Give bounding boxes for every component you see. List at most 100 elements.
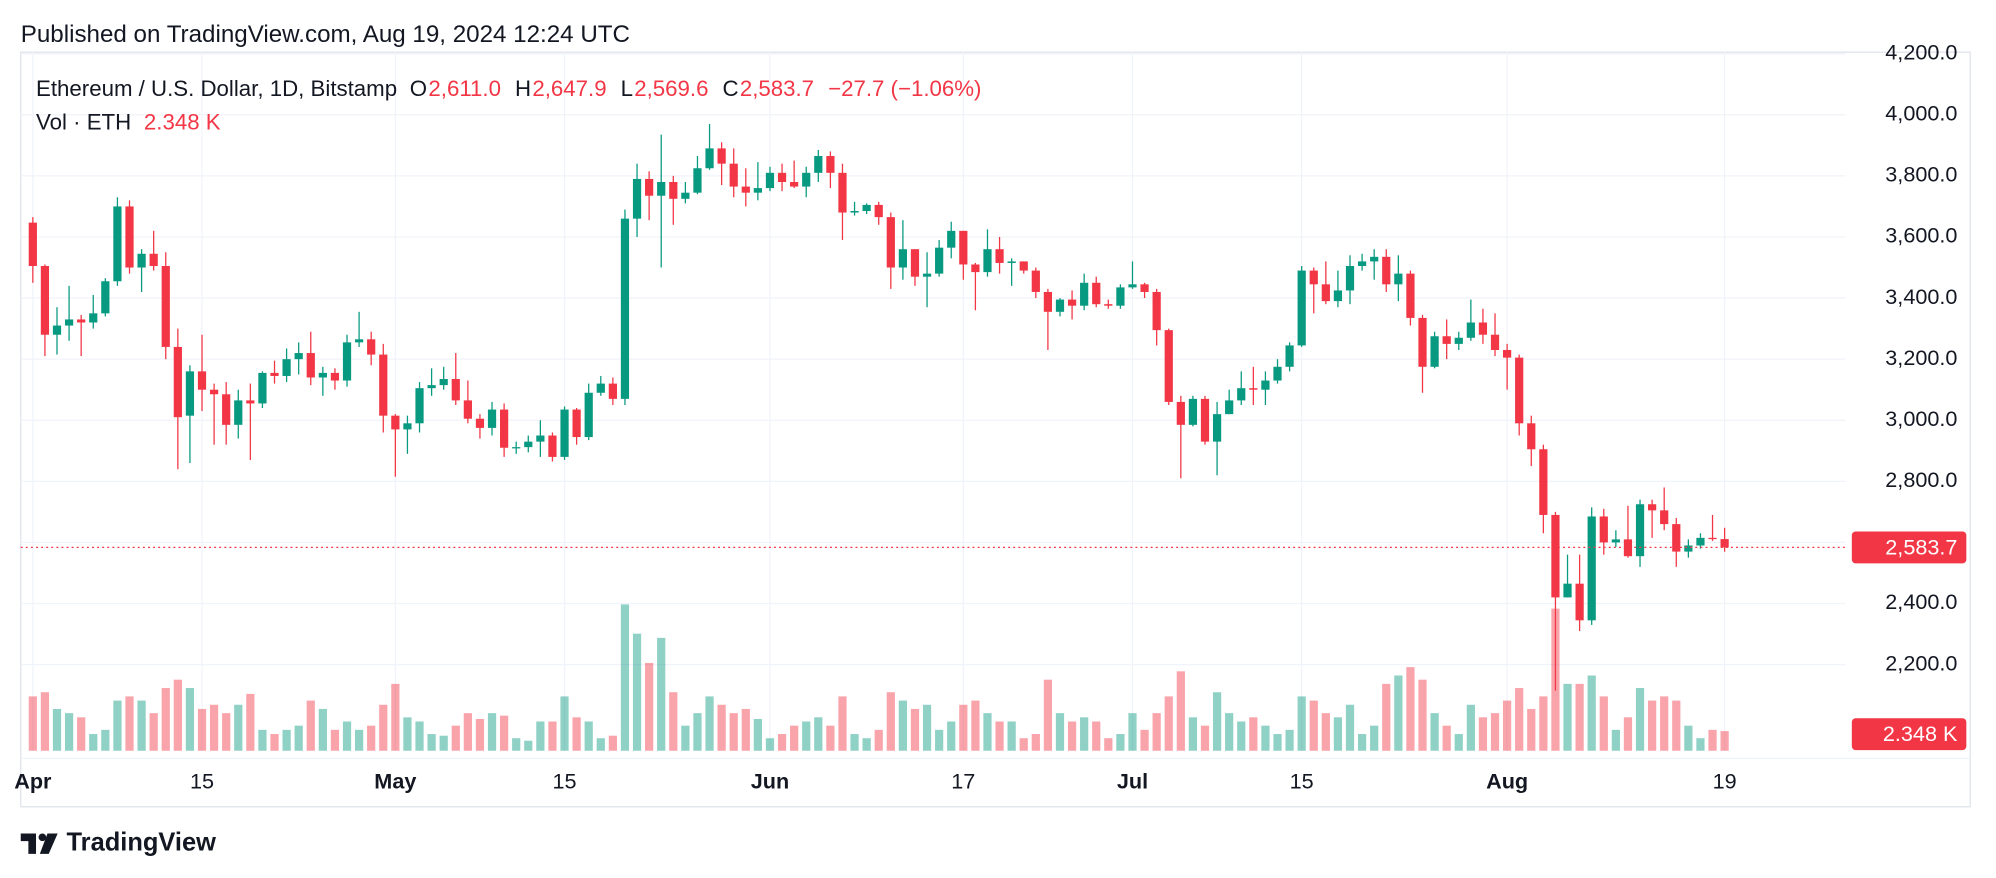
legend-change: −27.7 (−1.06%) bbox=[828, 76, 981, 101]
y-tick-label: 2,200.0 bbox=[1885, 650, 1957, 675]
candle-body bbox=[826, 156, 835, 173]
volume-bar bbox=[1285, 729, 1294, 751]
volume-bar bbox=[645, 662, 654, 751]
volume-bar bbox=[548, 721, 557, 751]
x-tick-label: 19 bbox=[1713, 768, 1737, 793]
volume-bar bbox=[149, 713, 158, 751]
candle-body bbox=[1660, 510, 1669, 525]
candle-body bbox=[1249, 388, 1258, 390]
candle-body bbox=[270, 372, 279, 376]
volume-bar bbox=[995, 721, 1004, 751]
volume-bar bbox=[910, 708, 920, 751]
candle-body bbox=[415, 388, 424, 424]
candle-body bbox=[40, 265, 50, 335]
candle-body bbox=[391, 415, 400, 430]
volume-bar bbox=[608, 735, 617, 751]
price-tag bbox=[1851, 531, 1967, 564]
candle-body bbox=[1019, 261, 1028, 271]
candle-body bbox=[1152, 291, 1161, 331]
candle-body bbox=[777, 172, 787, 182]
volume-bar bbox=[886, 692, 895, 751]
candle-body bbox=[463, 400, 472, 419]
volume-bar bbox=[1164, 696, 1173, 751]
candle-body bbox=[512, 447, 521, 449]
volume-bar bbox=[705, 696, 714, 751]
volume-bar bbox=[415, 721, 424, 751]
candle-body bbox=[850, 211, 859, 213]
volume-bar bbox=[1684, 725, 1693, 751]
candle-body bbox=[560, 409, 569, 457]
volume-bar bbox=[1321, 713, 1330, 751]
candle-body bbox=[1285, 345, 1294, 367]
volume-bar bbox=[89, 734, 98, 751]
candle-body bbox=[1370, 256, 1379, 262]
candle-body bbox=[790, 181, 799, 187]
volume-bar bbox=[741, 708, 750, 751]
candle-body bbox=[741, 186, 750, 193]
candle-body bbox=[657, 181, 666, 196]
candle-body bbox=[548, 435, 557, 457]
candle-body bbox=[1055, 299, 1065, 312]
volume-bar bbox=[584, 721, 593, 751]
volume-bar bbox=[1128, 713, 1137, 751]
candle-body bbox=[427, 385, 436, 389]
candle-body bbox=[935, 247, 944, 274]
x-tick-label: Jul bbox=[1117, 768, 1148, 793]
candle-body bbox=[1575, 583, 1584, 621]
volume-bar bbox=[765, 738, 775, 751]
candle-body bbox=[294, 353, 303, 360]
volume-bar bbox=[898, 700, 908, 751]
volume-bar bbox=[379, 704, 388, 751]
legend-key: L bbox=[621, 76, 633, 101]
volume-bar bbox=[318, 708, 327, 751]
volume-bar bbox=[1515, 688, 1524, 751]
candle-body bbox=[717, 148, 726, 164]
candle-body bbox=[1273, 366, 1282, 381]
volume-bar bbox=[1104, 738, 1113, 751]
candle-body bbox=[1140, 284, 1149, 292]
candle-body bbox=[282, 359, 291, 376]
candle-body bbox=[947, 230, 956, 248]
volume-bar bbox=[1696, 738, 1705, 751]
candle-body bbox=[1309, 270, 1318, 285]
candle-body bbox=[246, 400, 255, 404]
volume-bar bbox=[1200, 725, 1210, 751]
candle-body bbox=[487, 409, 497, 428]
candle-body bbox=[971, 264, 980, 273]
candle-body bbox=[1442, 336, 1451, 344]
candle-body bbox=[1164, 330, 1173, 402]
volume-bar bbox=[826, 725, 835, 751]
volume-bar bbox=[1273, 734, 1282, 751]
candle-body bbox=[1092, 282, 1101, 305]
volume-bar bbox=[1394, 675, 1403, 751]
volume-bar bbox=[620, 604, 630, 751]
volume-bar bbox=[270, 734, 279, 751]
volume-bar bbox=[1382, 683, 1391, 751]
volume-bar bbox=[1212, 692, 1222, 751]
volume-bar bbox=[282, 729, 291, 751]
volume-bar bbox=[1466, 704, 1475, 751]
candle-body bbox=[572, 409, 581, 438]
candle-body bbox=[451, 379, 460, 401]
candle-body bbox=[1188, 398, 1198, 425]
logo-icon bbox=[20, 833, 58, 854]
candle-body bbox=[1031, 270, 1040, 292]
x-tick-label: May bbox=[374, 768, 416, 793]
candle-body bbox=[524, 441, 533, 448]
volume-bar bbox=[1092, 721, 1101, 751]
volume-bar bbox=[1478, 717, 1488, 751]
candle-body bbox=[995, 249, 1004, 263]
volume-bar bbox=[1611, 729, 1620, 751]
candle-body bbox=[1430, 336, 1439, 367]
volume-bar bbox=[246, 693, 255, 751]
volume-bar bbox=[632, 633, 642, 751]
volume-bar bbox=[1309, 700, 1318, 751]
volume-bar bbox=[161, 688, 170, 751]
candle-body bbox=[1502, 349, 1512, 358]
volume-bar bbox=[1648, 700, 1657, 751]
volume-bar bbox=[838, 696, 847, 751]
candle-body bbox=[1648, 504, 1657, 511]
volume-bar bbox=[64, 713, 74, 751]
volume-bar bbox=[330, 729, 340, 751]
candle-body bbox=[1200, 398, 1210, 442]
